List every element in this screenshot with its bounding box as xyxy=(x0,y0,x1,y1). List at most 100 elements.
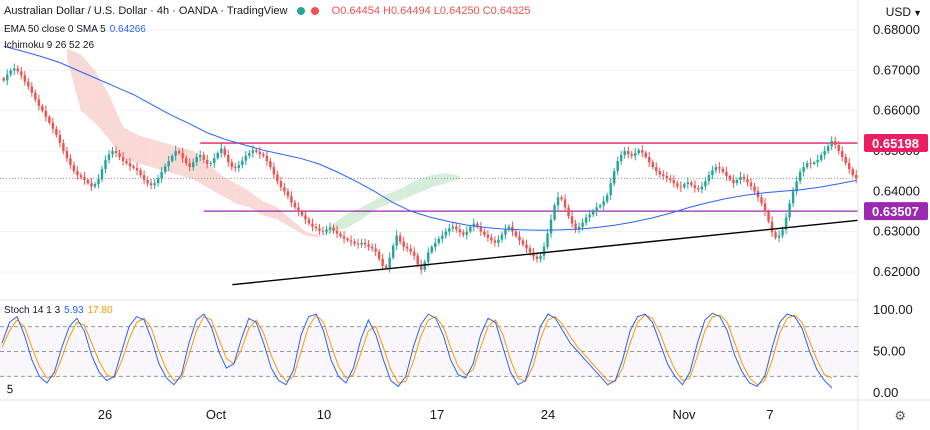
candle-body xyxy=(518,236,521,241)
candle-body xyxy=(381,258,384,266)
candle-body xyxy=(279,181,283,188)
cloud-segment xyxy=(109,94,124,160)
candle-body xyxy=(774,232,777,238)
candle-body xyxy=(686,182,690,185)
stoch-k-value: 5.93 xyxy=(64,305,84,316)
level-price-labels: 0.65198 0.63507 xyxy=(864,134,928,221)
stochastic-axis[interactable]: 100.00 50.00 0.00 xyxy=(873,302,913,400)
candle-body xyxy=(223,148,226,156)
candle-body xyxy=(560,197,563,200)
candle-body xyxy=(86,180,90,184)
candle-body xyxy=(265,155,269,162)
trendline[interactable] xyxy=(232,219,859,286)
candle-body xyxy=(423,261,426,270)
candle-body xyxy=(346,238,349,241)
cloud-segment xyxy=(389,187,404,204)
candle-body xyxy=(648,157,651,163)
currency-label: USD xyxy=(885,5,912,19)
candle-body xyxy=(202,155,205,160)
candle-body xyxy=(549,219,553,234)
candle-body xyxy=(760,197,763,204)
candle-body xyxy=(577,226,581,230)
candle-body xyxy=(844,157,847,164)
time-axis[interactable]: 26 Oct 10 17 24 Nov 7 xyxy=(0,399,930,422)
candle-body xyxy=(826,146,830,152)
candle-body xyxy=(819,155,823,160)
candle-body xyxy=(427,252,430,262)
candle-body xyxy=(434,242,437,247)
candle-body xyxy=(374,248,377,252)
ema-legend[interactable]: EMA 50 close 0 SMA 5 0.64266 xyxy=(4,24,146,35)
cloud-segment xyxy=(221,175,236,204)
candle-body xyxy=(100,169,104,180)
symbol-title[interactable]: Australian Dollar / U.S. Dollar · 4h · O… xyxy=(4,5,288,17)
chevron-down-icon: ▼ xyxy=(913,8,922,18)
candle-body xyxy=(749,182,753,187)
candle-body xyxy=(297,207,300,212)
ema-label: EMA 50 close 0 SMA 5 xyxy=(4,24,106,35)
candle-body xyxy=(230,162,234,168)
candle-body xyxy=(602,201,605,206)
candle-body xyxy=(725,171,728,176)
candle-body xyxy=(777,235,781,238)
candle-body xyxy=(125,161,128,164)
candle-body xyxy=(497,239,500,243)
candle-body xyxy=(574,223,577,230)
cloud-segment xyxy=(66,48,81,111)
level-label-bg xyxy=(864,202,928,221)
candle-body xyxy=(521,240,525,245)
cloud-segment xyxy=(94,70,109,139)
candle-body xyxy=(458,229,462,233)
candle-body xyxy=(128,163,132,167)
stoch-legend[interactable]: Stoch 14 1 3 5.93 17.80 xyxy=(4,305,113,316)
candle-body xyxy=(104,159,107,170)
candle-body xyxy=(830,140,833,147)
time-tick-label: 17 xyxy=(430,407,444,422)
candle-body xyxy=(139,170,142,176)
candle-body xyxy=(314,226,318,229)
candle-body xyxy=(174,151,177,156)
candle-body xyxy=(135,167,139,171)
candle-body xyxy=(584,217,588,223)
candle-body xyxy=(504,229,507,235)
candle-body xyxy=(556,197,560,206)
candle-body xyxy=(384,265,388,268)
ichimoku-legend[interactable]: Ichimoku 9 26 52 26 xyxy=(4,40,94,51)
candle-body xyxy=(27,81,30,87)
candle-body xyxy=(118,153,121,158)
cloud-segment xyxy=(347,207,362,228)
stoch-tick-label: 50.00 xyxy=(873,344,906,359)
candle-body xyxy=(683,184,686,188)
candle-body xyxy=(237,165,241,168)
candle-body xyxy=(700,186,704,190)
cloud-segment xyxy=(305,231,320,238)
candle-body xyxy=(97,179,100,185)
candle-body xyxy=(637,150,640,154)
candle-body xyxy=(840,151,844,158)
candle-body xyxy=(469,226,472,232)
price-tick-label: 0.63000 xyxy=(873,224,920,239)
stoch-d-value: 17.80 xyxy=(87,305,113,316)
candle-body xyxy=(37,99,41,106)
candle-body xyxy=(283,187,286,192)
candle-body xyxy=(360,242,363,245)
candle-body xyxy=(619,155,623,162)
gear-icon[interactable]: ⚙ xyxy=(894,408,906,423)
stoch-tick-label: 0.00 xyxy=(873,385,898,400)
candle-body xyxy=(262,154,265,156)
candle-body xyxy=(9,70,12,75)
candle-body xyxy=(441,235,444,239)
candle-body xyxy=(111,151,114,155)
currency-selector[interactable]: USD ▼ xyxy=(886,5,922,19)
price-axis[interactable]: 0.680000.670000.660000.650000.640000.630… xyxy=(857,0,920,430)
tradingview-logo-icon[interactable]: 𝟻 xyxy=(6,382,14,396)
candle-body xyxy=(325,229,328,232)
candle-body xyxy=(30,86,34,93)
horizontal-levels[interactable] xyxy=(0,142,858,212)
candle-body xyxy=(41,105,44,111)
ichimoku-label: Ichimoku 9 26 52 26 xyxy=(4,40,95,51)
candle-body xyxy=(739,176,742,181)
candle-body xyxy=(718,167,721,169)
candle-body xyxy=(490,237,493,241)
